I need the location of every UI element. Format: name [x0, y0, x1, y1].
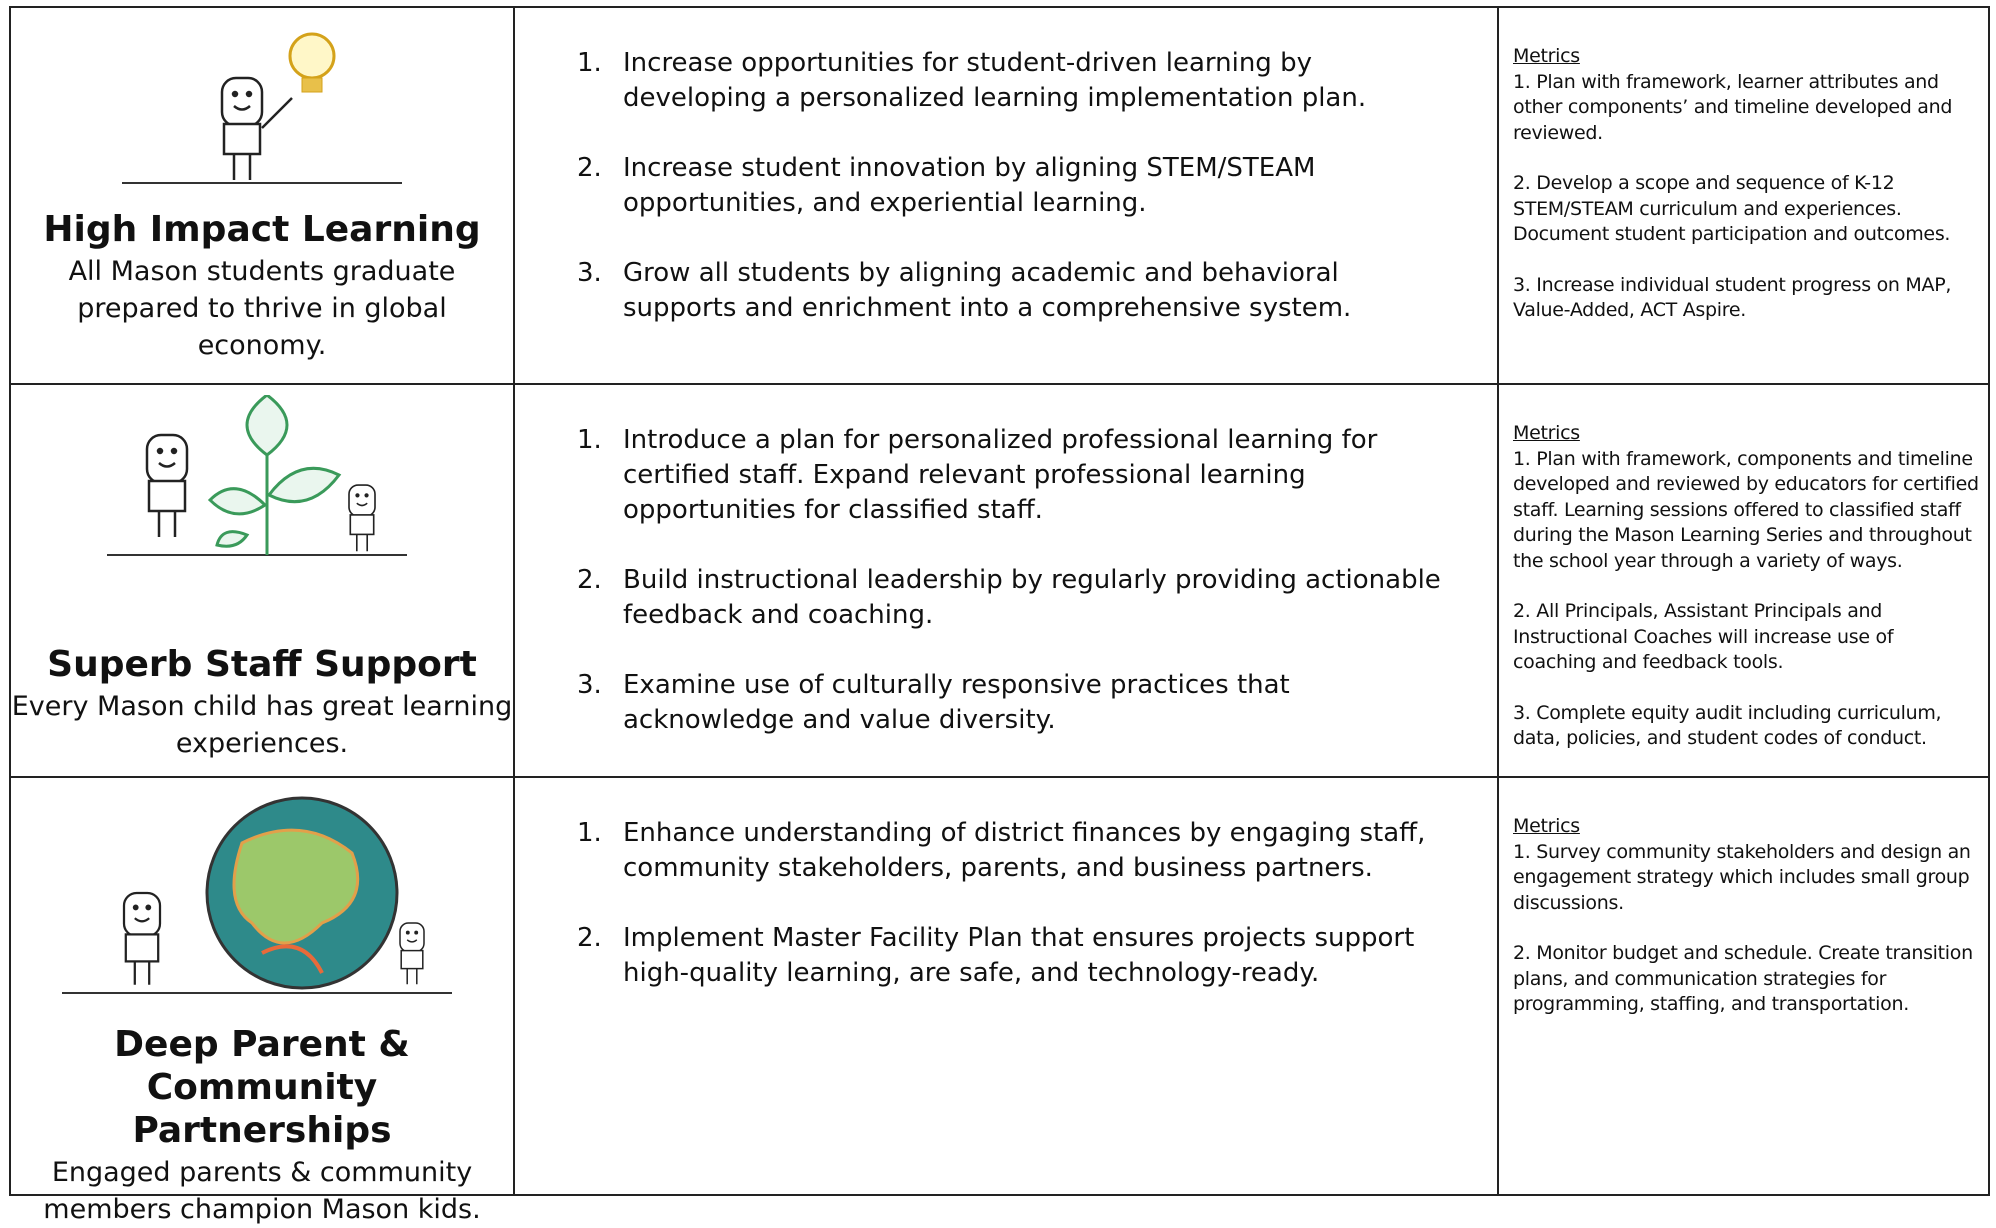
goals-cell: 1. Enhance understanding of district fina… [513, 776, 1499, 1196]
goals-list: 1. Enhance understanding of district fina… [577, 816, 1447, 1026]
goal-item: 3. Examine use of culturally responsive p… [577, 668, 1447, 738]
goal-number: 2. [577, 565, 602, 595]
metrics-cell: Metrics 1. Survey community stakeholders … [1497, 776, 1990, 1196]
goals-list: 1. Introduce a plan for personalized prof… [577, 423, 1447, 773]
goal-item: 1. Introduce a plan for personalized prof… [577, 423, 1447, 528]
goal-number: 2. [577, 923, 602, 953]
goal-item: 2. Increase student innovation by alignin… [577, 151, 1447, 221]
metrics-list: Metrics 1. Plan with framework, component… [1513, 421, 1981, 777]
goal-area-title: Deep Parent & Community Partnerships [114, 1024, 410, 1151]
goal-area-text: High Impact Learning All Mason students g… [11, 208, 513, 364]
goal-area-cell: Superb Staff Support Every Mason child ha… [9, 383, 515, 778]
goal-area-title: High Impact Learning [43, 209, 481, 250]
illustration [112, 18, 412, 212]
metric-item: 2. Monitor budget and schedule. Create t… [1513, 942, 1973, 1015]
goal-text: Enhance understanding of district financ… [623, 818, 1426, 883]
goal-number: 2. [577, 153, 602, 183]
metrics-cell: Metrics 1. Plan with framework, learner a… [1497, 6, 1990, 385]
goals-cell: 1. Introduce a plan for personalized prof… [513, 383, 1499, 778]
goal-number: 3. [577, 670, 602, 700]
page: High Impact Learning All Mason students g… [9, 6, 1990, 1225]
goal-text: Grow all students by aligning academic a… [623, 258, 1352, 323]
goals-cell: 1. Increase opportunities for student-dri… [513, 6, 1499, 385]
metrics-heading: Metrics [1513, 815, 1580, 837]
goal-text: Implement Master Facility Plan that ensu… [623, 923, 1415, 988]
goal-number: 1. [577, 48, 602, 78]
goal-text: Introduce a plan for personalized profes… [623, 425, 1378, 525]
goal-text: Increase opportunities for student-drive… [623, 48, 1367, 113]
metrics-heading: Metrics [1513, 422, 1580, 444]
illustration [62, 793, 462, 1027]
metric-item: 1. Plan with framework, learner attribut… [1513, 70, 1953, 144]
goal-text: Increase student innovation by aligning … [623, 153, 1316, 218]
goal-item: 2. Implement Master Facility Plan that en… [577, 921, 1447, 991]
metrics-cell: Metrics 1. Plan with framework, component… [1497, 383, 1990, 778]
goal-item: 2. Build instructional leadership by regu… [577, 563, 1447, 633]
goal-area-subtitle: All Mason students graduate prepared to … [68, 256, 456, 361]
goal-item: 1. Enhance understanding of district fina… [577, 816, 1447, 886]
metric-item: 3. Complete equity audit including curri… [1513, 701, 1942, 750]
goal-number: 3. [577, 258, 602, 288]
goal-area-text: Deep Parent & Community Partnerships Enga… [11, 1023, 513, 1228]
metrics-list: Metrics 1. Survey community stakeholders … [1513, 814, 1981, 1043]
metric-item: 2. Develop a scope and sequence of K-12 … [1513, 172, 1951, 245]
goal-area-text: Superb Staff Support Every Mason child ha… [11, 643, 513, 762]
goal-area-subtitle: Engaged parents & community members cham… [43, 1157, 481, 1225]
goal-item: 3. Grow all students by aligning academic… [577, 256, 1447, 326]
metric-item: 1. Plan with framework, components and t… [1513, 447, 1979, 572]
illustration [107, 393, 417, 579]
metric-item: 1. Survey community stakeholders and des… [1513, 840, 1971, 914]
goal-area-cell: High Impact Learning All Mason students g… [9, 6, 515, 385]
goal-text: Examine use of culturally responsive pra… [623, 670, 1290, 735]
metrics-heading: Metrics [1513, 45, 1580, 67]
goals-list: 1. Increase opportunities for student-dri… [577, 46, 1447, 361]
goal-item: 1. Increase opportunities for student-dri… [577, 46, 1447, 116]
goal-area-cell: Deep Parent & Community Partnerships Enga… [9, 776, 515, 1225]
goal-area-subtitle: Every Mason child has great learning exp… [11, 691, 513, 759]
metrics-list: Metrics 1. Plan with framework, learner a… [1513, 44, 1981, 349]
metric-item: 3. Increase individual student progress … [1513, 273, 1952, 322]
metric-item: 2. All Principals, Assistant Principals … [1513, 600, 1894, 673]
goal-number: 1. [577, 818, 602, 848]
goal-area-title: Superb Staff Support [47, 644, 477, 685]
goal-text: Build instructional leadership by regula… [623, 565, 1441, 630]
goal-number: 1. [577, 425, 602, 455]
